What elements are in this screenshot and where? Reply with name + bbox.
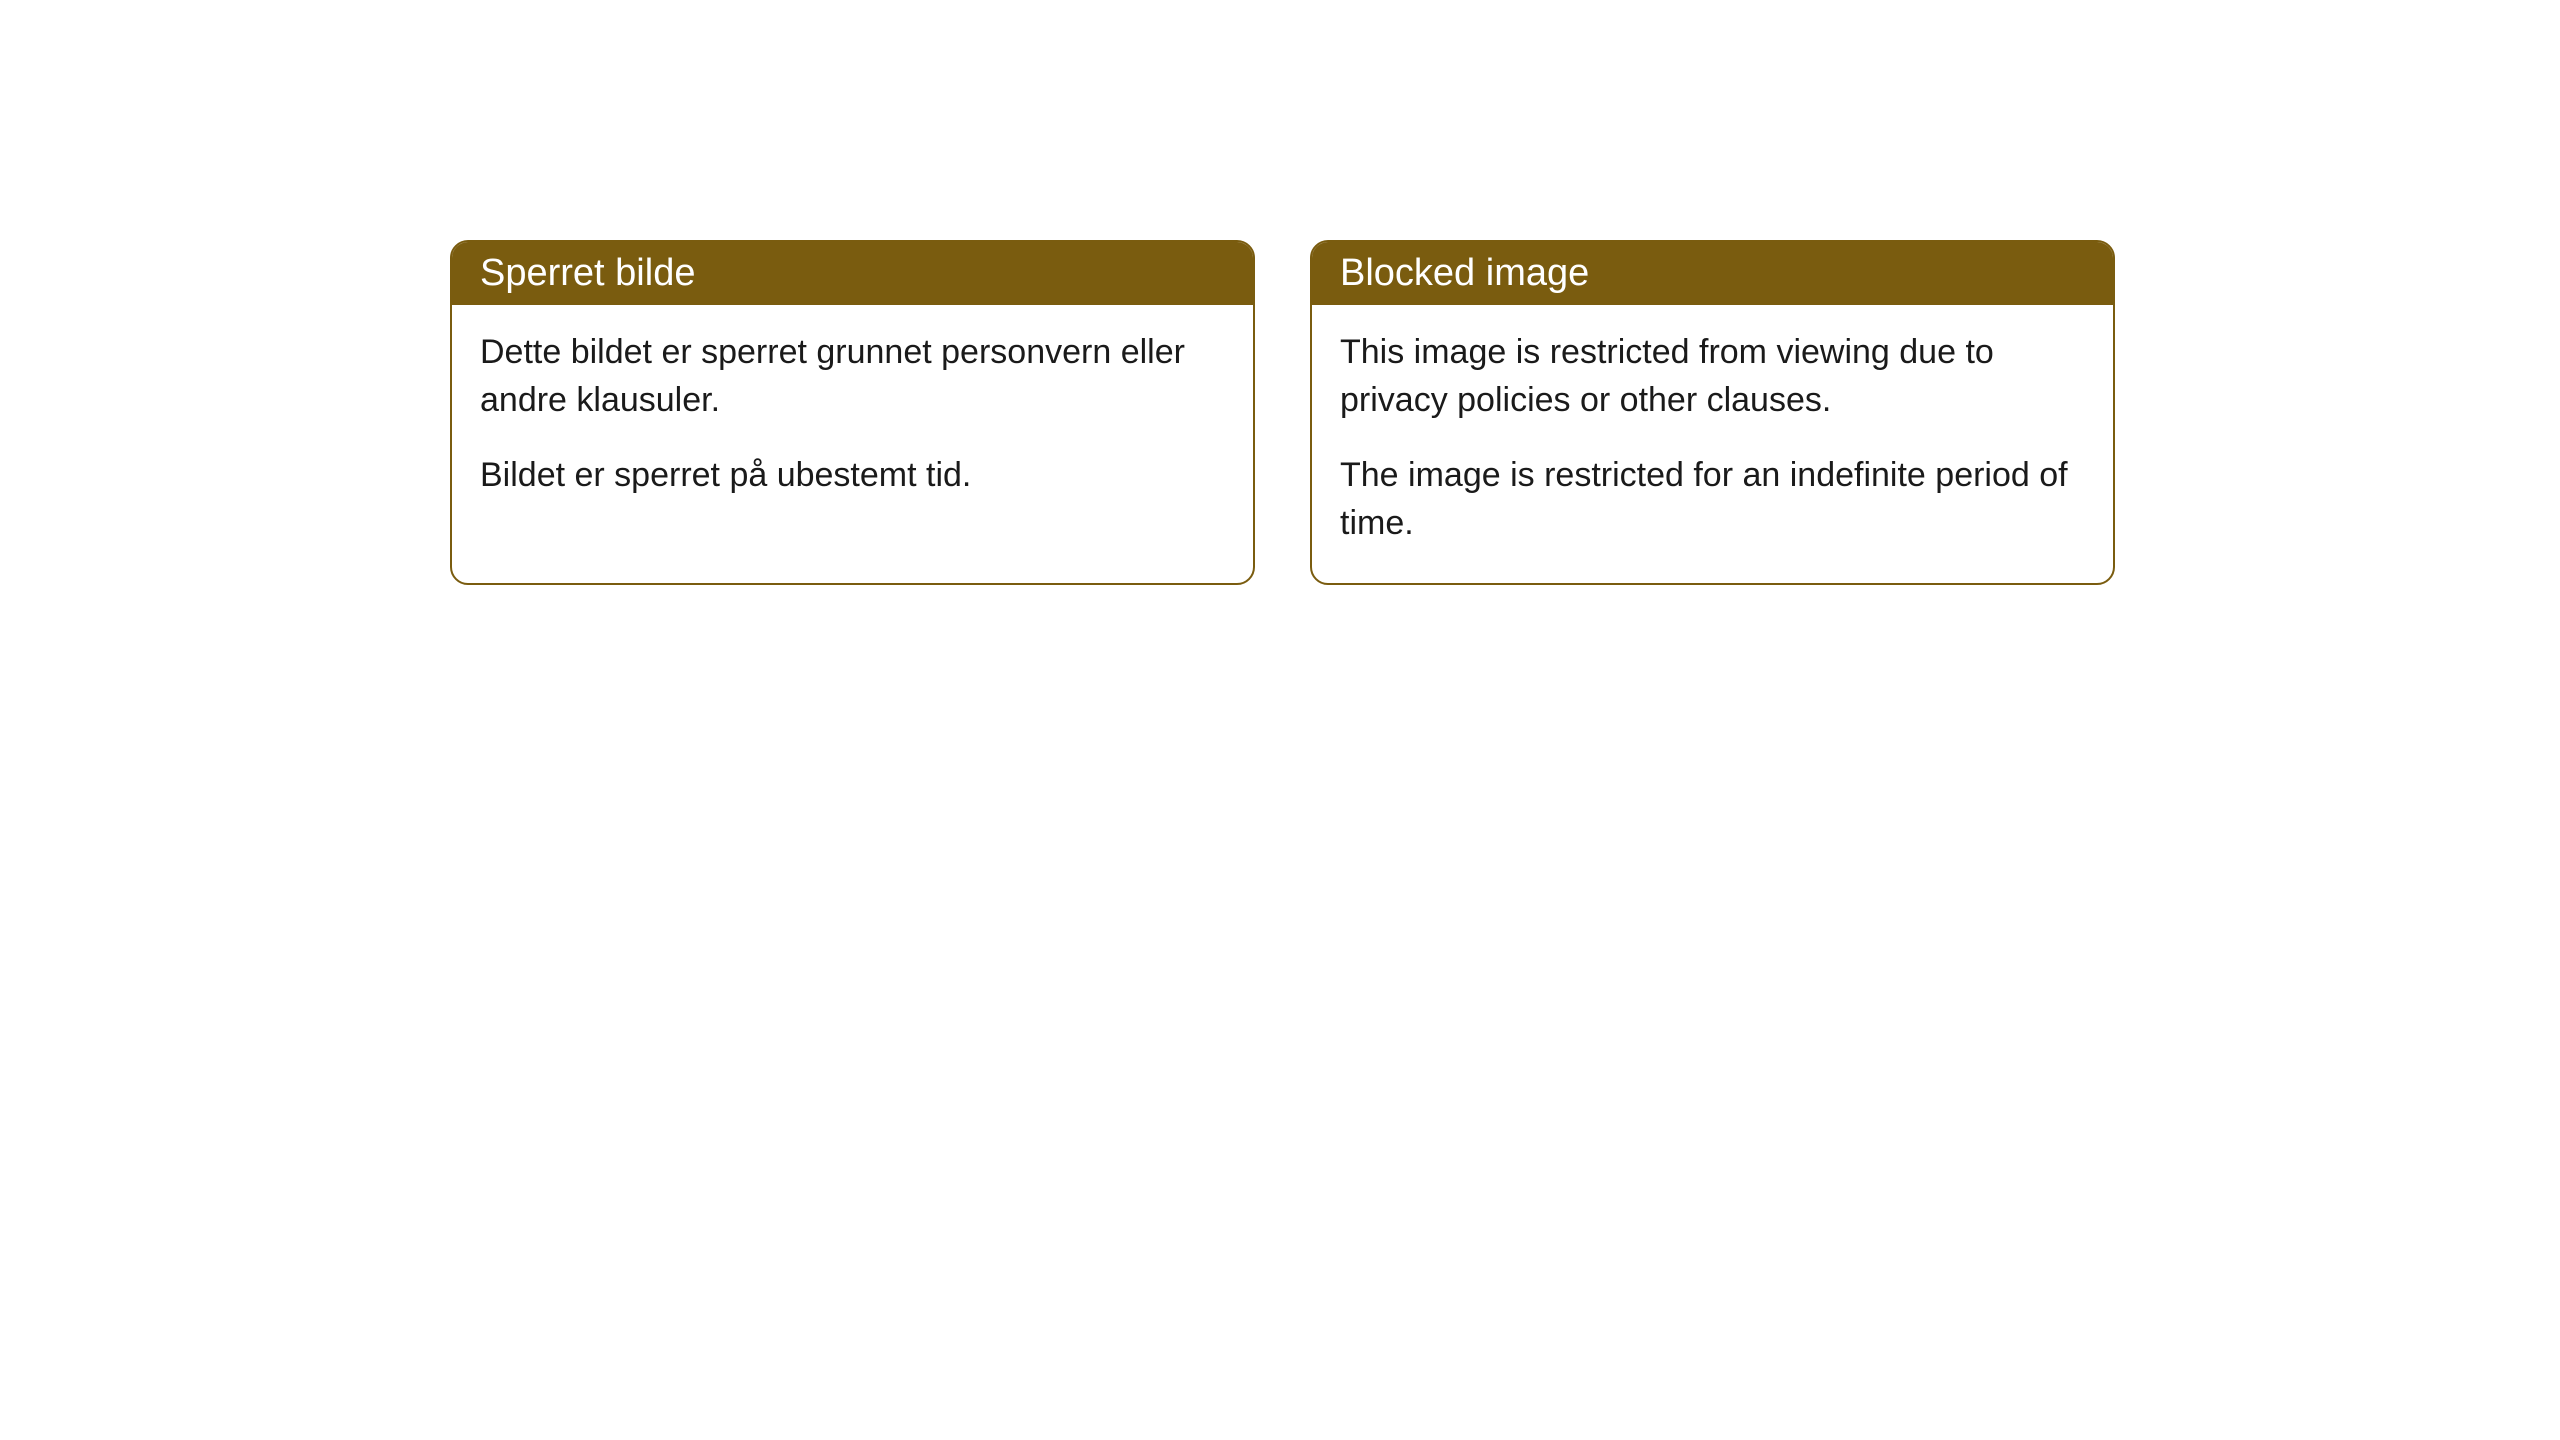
notice-container: Sperret bilde Dette bildet er sperret gr… [0, 0, 2560, 585]
notice-paragraph: Bildet er sperret på ubestemt tid. [480, 452, 1225, 500]
notice-paragraph: This image is restricted from viewing du… [1340, 329, 2085, 424]
notice-card-norwegian: Sperret bilde Dette bildet er sperret gr… [450, 240, 1255, 585]
notice-body: This image is restricted from viewing du… [1312, 305, 2113, 583]
notice-card-english: Blocked image This image is restricted f… [1310, 240, 2115, 585]
notice-title: Sperret bilde [452, 242, 1253, 305]
notice-body: Dette bildet er sperret grunnet personve… [452, 305, 1253, 536]
notice-paragraph: The image is restricted for an indefinit… [1340, 452, 2085, 547]
notice-paragraph: Dette bildet er sperret grunnet personve… [480, 329, 1225, 424]
notice-title: Blocked image [1312, 242, 2113, 305]
